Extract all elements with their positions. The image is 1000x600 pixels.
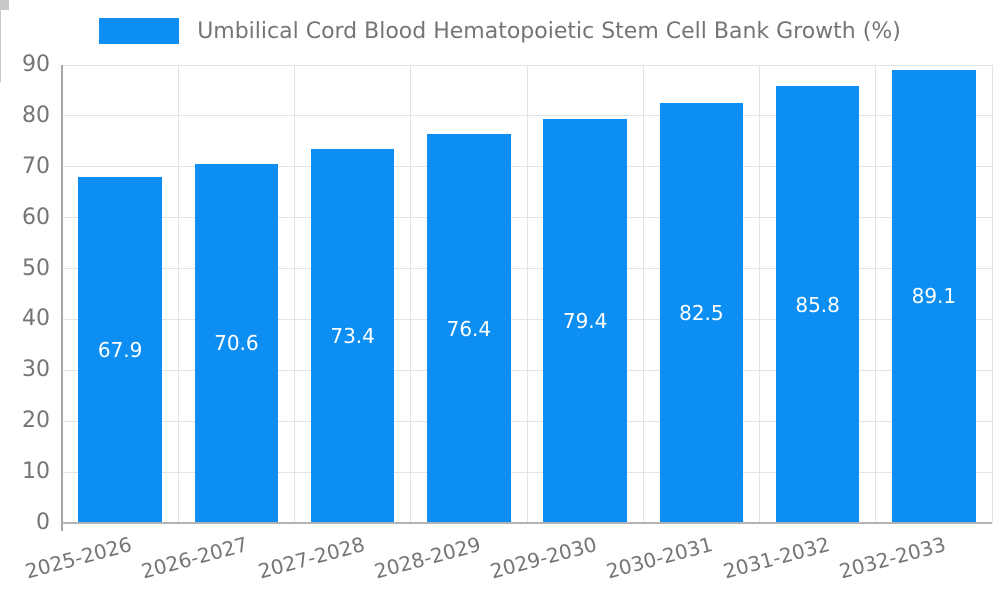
y-axis-tick — [0, 4, 9, 5]
y-axis-tick-label: 0 — [36, 510, 50, 535]
legend-swatch — [99, 18, 180, 44]
legend-label: Umbilical Cord Blood Hematopoietic Stem … — [197, 18, 901, 44]
y-axis-tick-label: 10 — [22, 459, 50, 485]
y-axis-tick-label: 40 — [22, 306, 50, 332]
x-axis-tick — [0, 58, 1, 66]
y-axis-tick-label: 90 — [22, 52, 50, 77]
y-axis-tick-label: 80 — [22, 102, 50, 128]
y-axis-tick — [0, 6, 9, 7]
y-axis-tick — [0, 8, 9, 9]
bar — [78, 177, 162, 522]
v-gridline — [294, 65, 295, 523]
x-axis-tick — [0, 42, 1, 50]
y-axis-tick — [0, 1, 9, 2]
bar — [543, 118, 627, 522]
v-gridline — [526, 65, 528, 523]
x-axis-tick — [0, 74, 1, 82]
v-gridline — [177, 65, 179, 523]
chart-legend: Umbilical Cord Blood Hematopoietic Stem … — [0, 18, 1000, 44]
y-axis-tick — [0, 3, 9, 4]
v-gridline — [410, 65, 412, 523]
x-axis-tick — [0, 66, 1, 74]
x-axis-tick — [0, 26, 1, 34]
v-gridline — [759, 65, 760, 523]
y-axis-tick-label: 20 — [22, 408, 50, 434]
bar — [427, 134, 511, 522]
x-axis-tick — [0, 34, 1, 42]
x-axis-line — [62, 522, 992, 524]
bar-value-label: 67.9 — [97, 338, 143, 363]
bar — [892, 69, 976, 522]
y-axis-tick — [0, 2, 9, 3]
y-axis-tick — [0, 9, 9, 10]
x-axis-tick — [0, 50, 1, 58]
bar-value-label: 82.5 — [679, 301, 724, 326]
x-axis-tick — [0, 10, 1, 18]
v-gridline — [991, 65, 993, 523]
bar-value-label: 89.1 — [911, 284, 957, 309]
bar — [775, 86, 860, 522]
bar — [194, 163, 279, 522]
y-axis-tick-label: 70 — [22, 153, 50, 179]
bar — [659, 103, 744, 522]
y-axis-tick-label: 50 — [22, 255, 50, 281]
y-axis-tick — [0, 7, 9, 8]
y-axis-tick — [0, 5, 9, 6]
y-axis-tick — [0, 0, 9, 1]
bar — [310, 149, 395, 522]
y-axis-line — [61, 65, 63, 531]
v-gridline — [875, 65, 877, 523]
bar-value-label: 85.8 — [795, 292, 840, 317]
bar-value-label: 76.4 — [446, 316, 492, 341]
x-axis-tick — [0, 18, 1, 26]
bar-value-label: 73.4 — [330, 324, 375, 349]
y-axis-tick-label: 30 — [22, 357, 50, 383]
bar-value-label: 79.4 — [562, 308, 608, 333]
v-gridline — [642, 65, 644, 523]
y-axis-tick-label: 60 — [22, 204, 50, 230]
bar-value-label: 70.6 — [214, 331, 259, 356]
